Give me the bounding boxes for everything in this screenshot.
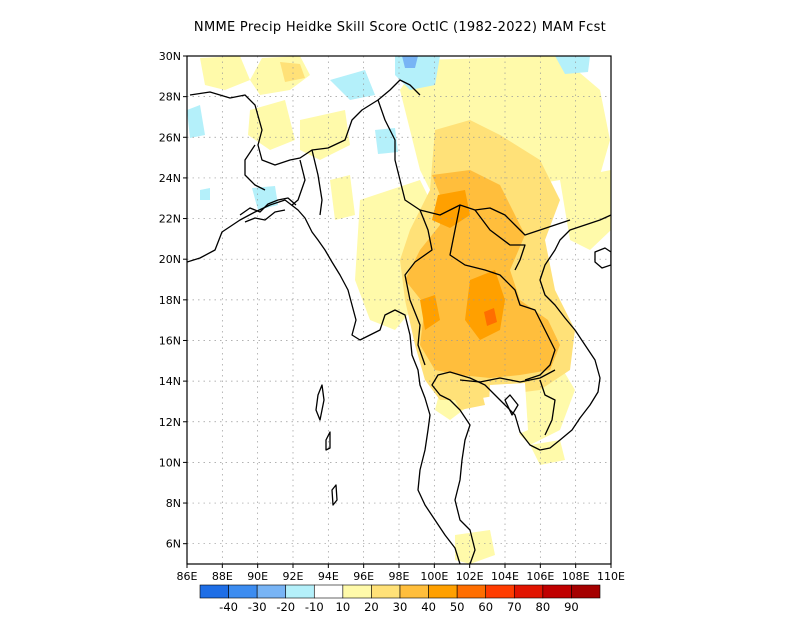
lat-tick-label: 24N [159, 172, 181, 185]
lat-tick-label: 12N [159, 416, 181, 429]
colorbar-swatch [256, 584, 287, 599]
lon-tick-label: 104E [491, 570, 519, 583]
lat-tick-label: 28N [159, 91, 181, 104]
colorbar-swatch [342, 584, 372, 599]
colorbar-swatch [399, 584, 429, 599]
colorbar-label: 30 [393, 600, 408, 614]
colorbar-label: 80 [536, 600, 551, 614]
lon-tick-label: 90E [247, 570, 268, 583]
colorbar-label: 10 [336, 600, 351, 614]
colorbar-label: -20 [276, 600, 295, 614]
colorbar-label: 50 [450, 600, 465, 614]
lon-tick-label: 98E [389, 570, 410, 583]
colorbar: -40 -30 -20 -10 10 20 30 40 50 60 70 80 90 [199, 584, 601, 614]
colorbar-label: 90 [564, 600, 579, 614]
lat-tick-label: 6N [166, 538, 181, 551]
colorbar-swatch [313, 584, 344, 599]
lon-tick-label: 108E [562, 570, 590, 583]
colorbar-swatch [571, 584, 601, 599]
colorbar-label: -40 [219, 600, 238, 614]
lon-tick-label: 86E [177, 570, 198, 583]
lon-tick-label: 102E [456, 570, 484, 583]
lat-tick-label: 20N [159, 253, 181, 266]
lat-tick-label: 22N [159, 213, 181, 226]
colorbar-label: 60 [478, 600, 493, 614]
colorbar-swatch [456, 584, 487, 599]
colorbar-label: 20 [364, 600, 379, 614]
lat-tick-label: 18N [159, 294, 181, 307]
colorbar-label: -10 [305, 600, 324, 614]
lat-tick-label: 10N [159, 456, 181, 469]
colorbar-swatch [371, 584, 401, 599]
colorbar-label: 40 [421, 600, 436, 614]
colorbar-swatch [513, 584, 544, 599]
colorbar-label: 70 [507, 600, 522, 614]
colorbar-swatch [428, 584, 458, 599]
colorbar-swatch [228, 584, 258, 599]
lat-tick-label: 26N [159, 131, 181, 144]
map-axes: 86E 88E 90E 92E 94E 96E 98E 100E 102E 104E 106E 108… [159, 50, 625, 583]
lat-tick-label: 30N [159, 50, 181, 63]
colorbar-swatch [485, 584, 515, 599]
skill-shading [187, 56, 611, 564]
lon-tick-label: 106E [526, 570, 554, 583]
coastlines-and-borders [187, 79, 611, 564]
lon-tick-label: 88E [212, 570, 233, 583]
colorbar-swatch [285, 584, 315, 599]
lat-tick-label: 16N [159, 334, 181, 347]
lon-tick-label: 94E [318, 570, 339, 583]
lon-tick-label: 100E [420, 570, 448, 583]
colorbar-swatch [542, 584, 572, 599]
lat-tick-label: 8N [166, 497, 181, 510]
colorbar-label: -30 [248, 600, 267, 614]
lon-tick-label: 96E [353, 570, 374, 583]
colorbar-swatch [199, 584, 229, 599]
lon-tick-label: 110E [597, 570, 625, 583]
lat-tick-label: 14N [159, 375, 181, 388]
lon-tick-label: 92E [283, 570, 304, 583]
gridlines [187, 56, 611, 564]
map-title: NMME Precip Heidke Skill Score OctIC (19… [193, 20, 607, 35]
